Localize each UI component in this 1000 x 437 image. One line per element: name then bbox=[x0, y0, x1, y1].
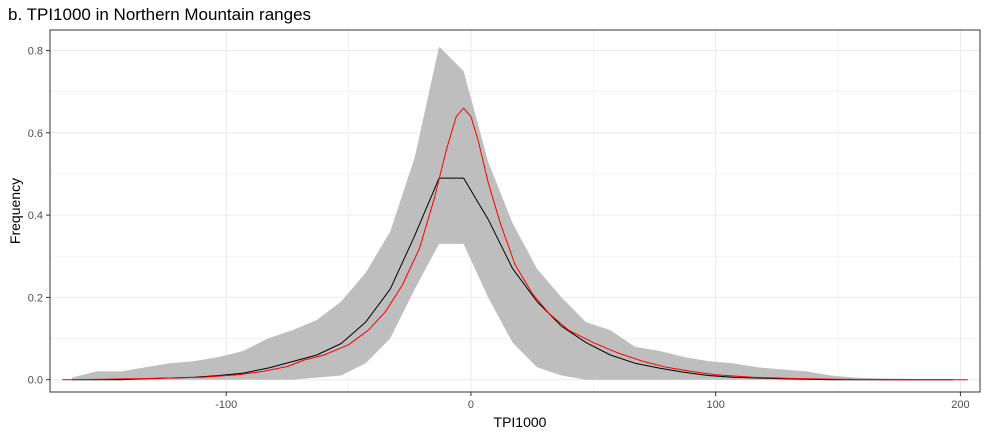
data-layer bbox=[62, 46, 968, 381]
y-tick-label: 0.8 bbox=[28, 46, 43, 58]
axis-layer: -100 0 100 200 0.0 0.2 0.4 0.6 0.8 bbox=[28, 46, 970, 411]
y-tick-label: 0.2 bbox=[28, 292, 43, 304]
x-axis-title: TPI1000 bbox=[494, 414, 547, 430]
x-tick-label: 100 bbox=[707, 399, 725, 411]
y-axis-title: Frequency bbox=[7, 178, 23, 244]
x-tick-label: -100 bbox=[215, 399, 237, 411]
y-tick-label: 0.4 bbox=[28, 210, 43, 222]
mean-line-black bbox=[72, 177, 954, 381]
y-tick-label: 0.6 bbox=[28, 128, 43, 140]
x-tick-label: 200 bbox=[951, 399, 969, 411]
fitted-curve-red bbox=[62, 107, 968, 381]
chart-title: b. TPI1000 in Northern Mountain ranges bbox=[8, 5, 312, 24]
y-tick-label: 0.0 bbox=[28, 375, 43, 387]
panel-border bbox=[49, 29, 981, 393]
x-tick-label: 0 bbox=[468, 399, 474, 411]
confidence-band bbox=[72, 46, 954, 380]
